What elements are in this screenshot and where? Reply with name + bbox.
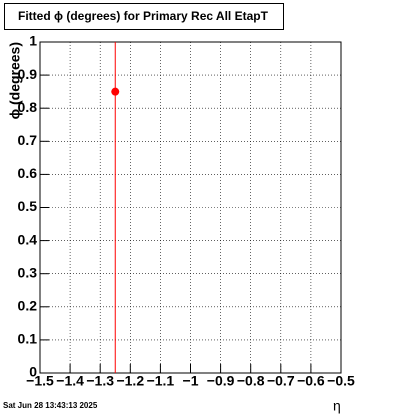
y-tick-label: 0.9 (18, 66, 38, 82)
x-tick-label: −0.8 (237, 373, 265, 389)
y-tick-label: 0.2 (18, 298, 38, 314)
y-tick-label: 0.3 (18, 264, 38, 280)
x-tick-label: −1.1 (147, 373, 175, 389)
x-tick-label: −0.6 (297, 373, 325, 389)
x-tick-label: −1.4 (56, 373, 84, 389)
plot-frame (39, 41, 342, 374)
data-point (111, 87, 120, 96)
chart-title: Fitted ϕ (degrees) for Primary Rec All E… (18, 9, 269, 23)
x-tick-label: −0.9 (207, 373, 235, 389)
title-box (4, 3, 284, 30)
y-tick-label: 0.7 (18, 132, 38, 148)
y-tick-label: 0.5 (18, 198, 38, 214)
y-tick-label: 0.8 (18, 99, 38, 115)
y-axis-label: ϕ (degrees) (7, 42, 23, 119)
y-tick-label: 1 (29, 33, 37, 49)
x-tick-label: −0.5 (327, 373, 355, 389)
footer-date: Sat Jun 28 13:43:13 2025 (3, 401, 98, 410)
x-tick-label: −1.3 (86, 373, 114, 389)
y-tick-label: 0.6 (18, 165, 38, 181)
y-tick-label: 0 (29, 364, 37, 380)
x-tick-label: −1.5 (26, 373, 54, 389)
x-tick-label: −1 (183, 373, 199, 389)
x-axis-label: η (333, 398, 341, 414)
x-tick-label: −0.7 (267, 373, 295, 389)
y-tick-label: 0.4 (18, 231, 38, 247)
y-tick-label: 0.1 (18, 331, 38, 347)
x-tick-label: −1.2 (116, 373, 144, 389)
